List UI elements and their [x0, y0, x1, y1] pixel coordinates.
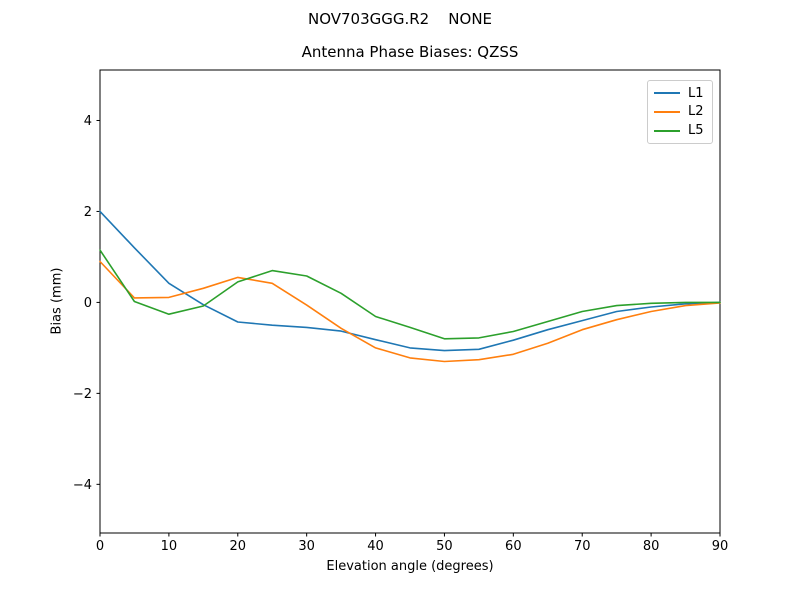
x-tick-label: 30	[298, 539, 315, 554]
x-tick-label: 60	[505, 539, 522, 554]
x-axis-label: Elevation angle (degrees)	[326, 559, 494, 574]
x-tick-label: 40	[367, 539, 384, 554]
legend-item-l5: L5	[654, 122, 706, 140]
series-line-l1	[99, 210, 721, 352]
x-tick-label: 0	[96, 539, 104, 554]
x-tick-label: 10	[161, 539, 178, 554]
legend-line-swatch-l1	[654, 92, 680, 95]
x-tick-label: 50	[436, 539, 453, 554]
legend-line-swatch-l2	[654, 110, 680, 113]
x-tick-label: 80	[643, 539, 660, 554]
y-tick-label: 0	[84, 296, 92, 311]
series-line-l2	[99, 260, 721, 363]
series-line-l5	[99, 249, 721, 340]
legend-item-label: L5	[688, 123, 704, 139]
y-axis-ticks: −4 −2 0 2 4	[73, 114, 100, 493]
legend-line-swatch-l5	[654, 129, 680, 132]
y-axis-label: Bias (mm)	[49, 267, 65, 335]
y-tick-label: −4	[73, 478, 92, 493]
x-tick-label: 90	[712, 539, 729, 554]
figure-suptitle: NOV703GGG.R2 NONE	[307, 10, 493, 28]
x-axis-ticks: 0 10 20 30 40 50 60 70 80 90	[96, 533, 728, 554]
y-tick-label: 4	[84, 114, 92, 129]
x-tick-label: 20	[230, 539, 247, 554]
plot-border	[99, 69, 721, 534]
legend-item-l2: L2	[654, 103, 706, 121]
y-tick-label: 2	[84, 205, 92, 220]
legend: L1 L2 L5	[647, 80, 713, 144]
legend-item-label: L1	[688, 85, 704, 101]
legend-item-l1: L1	[654, 84, 706, 102]
legend-item-label: L2	[688, 104, 704, 120]
x-tick-label: 70	[574, 539, 591, 554]
y-tick-label: −2	[73, 387, 92, 402]
chart-title: Antenna Phase Biases: QZSS	[301, 43, 519, 61]
series-lines	[99, 210, 721, 363]
